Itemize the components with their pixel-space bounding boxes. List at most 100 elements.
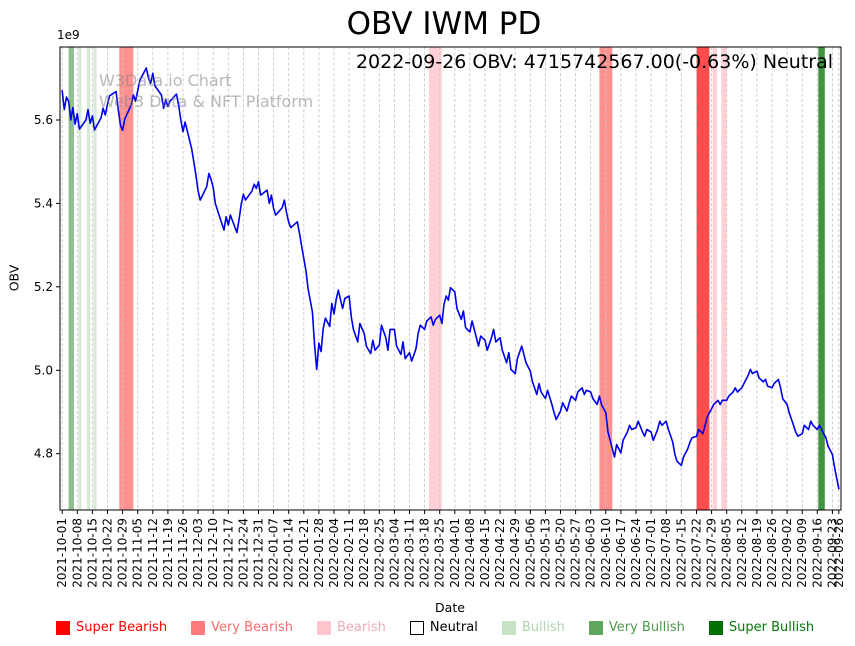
watermark-line1: W3Data.io Chart <box>99 71 232 90</box>
latest-value-annotation: 2022-09-26 OBV: 4715742567.00(-0.63%) Ne… <box>355 51 833 73</box>
plot-frame <box>59 46 842 511</box>
legend-label: Bullish <box>521 620 565 635</box>
x-tick-label: 2021-12-03 <box>191 518 205 588</box>
x-tick-label: 2022-01-07 <box>267 518 281 588</box>
x-tick-label: 2022-09-23 <box>825 518 839 588</box>
signal-band-bullish <box>93 47 97 510</box>
y-axis-label: OBV <box>6 264 22 292</box>
y-tick-label: 5.0 <box>34 363 53 377</box>
x-tick-label: 2022-05-20 <box>554 518 568 588</box>
x-tick-label: 2022-03-11 <box>403 518 417 588</box>
x-tick-label: 2021-12-10 <box>206 518 220 588</box>
y-tick-label: 4.8 <box>34 447 53 461</box>
x-tick-label: 2021-12-17 <box>221 518 235 588</box>
y-tick-label: 5.2 <box>34 280 53 294</box>
signal-band-bullish <box>78 47 82 510</box>
x-tick-label: 2022-02-25 <box>372 518 386 588</box>
x-tick-label: 2021-11-19 <box>161 518 175 588</box>
watermark-line2: Web3 Data & NFT Platform <box>99 92 314 111</box>
x-tick-label: 2022-01-21 <box>297 518 311 588</box>
legend-label: Very Bullish <box>608 620 685 635</box>
chart-title: OBV IWM PD <box>346 6 542 42</box>
x-tick-label: 2022-08-12 <box>735 518 749 588</box>
legend-item-bullish: Bullish <box>501 620 565 635</box>
legend-swatch-very_bullish-icon <box>588 620 603 635</box>
signal-band-bullish <box>87 47 91 510</box>
legend-item-super_bearish: Super Bearish <box>56 620 167 635</box>
obv-line <box>61 67 840 490</box>
x-tick-label: 2022-06-03 <box>584 518 598 588</box>
x-tick-label: 2022-04-29 <box>508 518 522 588</box>
legend-item-very_bearish: Very Bearish <box>191 620 293 635</box>
x-tick-label: 2022-06-17 <box>614 518 628 588</box>
legend-swatch-bearish-icon <box>316 620 331 635</box>
x-tick-label: 2022-09-02 <box>780 518 794 588</box>
legend-swatch-neutral-icon <box>409 620 424 635</box>
x-tick-label: 2022-05-27 <box>569 518 583 588</box>
x-tick-label: 2022-07-01 <box>644 518 658 588</box>
legend-swatch-super_bullish-icon <box>708 620 723 635</box>
legend-label: Neutral <box>429 620 478 635</box>
x-tick-label: 2021-10-22 <box>101 518 115 588</box>
x-tick-label: 2022-07-22 <box>690 518 704 588</box>
x-tick-label: 2022-05-06 <box>523 518 537 588</box>
legend-item-bearish: Bearish <box>316 620 386 635</box>
legend-label: Very Bearish <box>211 620 293 635</box>
signal-band-very_bullish <box>68 47 74 510</box>
legend-label: Bearish <box>336 620 386 635</box>
x-tick-label: 2021-12-31 <box>252 518 266 588</box>
x-tick-label: 2022-08-05 <box>720 518 734 588</box>
x-tick-label: 2022-06-10 <box>599 518 613 588</box>
signal-band-bearish <box>428 47 442 510</box>
legend-item-neutral: Neutral <box>409 620 478 635</box>
x-tick-label: 2022-04-22 <box>493 518 507 588</box>
y-tick-label: 5.6 <box>34 113 53 127</box>
x-tick-label: 2022-01-14 <box>282 518 296 588</box>
legend-swatch-very_bearish-icon <box>191 620 206 635</box>
x-tick-label: 2022-02-18 <box>357 518 371 588</box>
legend-item-very_bullish: Very Bullish <box>588 620 685 635</box>
x-tick-label: 2021-11-12 <box>146 518 160 588</box>
x-tick-label: 2022-02-04 <box>327 518 341 588</box>
x-tick-label: 2022-03-18 <box>418 518 432 588</box>
x-tick-label: 2022-08-26 <box>765 518 779 588</box>
x-tick-label: 2022-07-15 <box>674 518 688 588</box>
x-tick-label: 2022-09-09 <box>795 518 809 588</box>
y-tick-label: 5.4 <box>34 196 53 210</box>
x-tick-label: 2021-12-24 <box>236 518 250 588</box>
x-tick-label: 2022-06-24 <box>629 518 643 588</box>
x-tick-label: 2022-05-13 <box>538 518 552 588</box>
x-tick-label: 2021-11-05 <box>131 518 145 588</box>
legend-label: Super Bearish <box>76 620 168 635</box>
x-tick-label: 2022-04-15 <box>478 518 492 588</box>
legend-swatch-bullish-icon <box>501 620 516 635</box>
x-axis-label: Date <box>435 600 465 615</box>
x-tick-label: 2022-03-25 <box>433 518 447 588</box>
x-tick-label: 2022-01-28 <box>312 518 326 588</box>
x-tick-label: 2021-10-29 <box>116 518 130 588</box>
x-tick-label: 2022-09-16 <box>810 518 824 588</box>
x-tick-label: 2021-10-01 <box>55 518 69 588</box>
legend: Super Bearish Very Bearish Bearish Neutral B… <box>56 620 814 635</box>
legend-item-super_bullish: Super Bullish <box>708 620 815 635</box>
y-axis-offset-text: 1e9 <box>57 28 80 42</box>
x-tick-label: 2021-10-08 <box>70 518 84 588</box>
x-tick-label: 2021-10-15 <box>85 518 99 588</box>
signal-band-super_bearish <box>696 47 710 510</box>
signal-band-bearish <box>721 47 727 510</box>
x-tick-label: 2022-08-19 <box>750 518 764 588</box>
legend-label: Super Bullish <box>728 620 815 635</box>
watermark: W3Data.io Chart Web3 Data & NFT Platform <box>99 70 313 112</box>
signal-band-super_bullish <box>818 47 825 510</box>
x-tick-label: 2022-07-29 <box>705 518 719 588</box>
x-tick-label: 2022-04-08 <box>463 518 477 588</box>
x-tick-label: 2022-09-26 <box>832 518 846 588</box>
x-tick-label: 2022-03-04 <box>387 518 401 588</box>
signal-band-bearish <box>712 47 717 510</box>
legend-swatch-super_bearish-icon <box>56 620 70 635</box>
x-tick-label: 2021-11-26 <box>176 518 190 588</box>
x-tick-label: 2022-07-08 <box>659 518 673 588</box>
x-tick-label: 2022-02-11 <box>342 518 356 588</box>
